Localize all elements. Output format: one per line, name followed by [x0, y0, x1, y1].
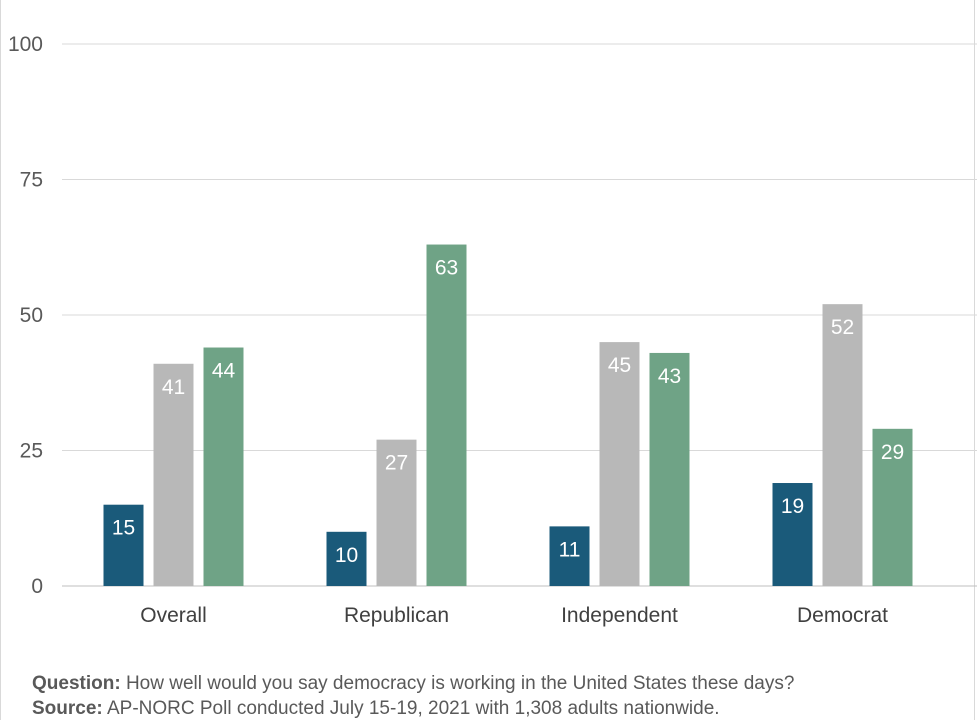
bar: [549, 526, 590, 586]
data-label: 10: [335, 544, 358, 567]
y-axis: 0 25 50 75 100: [8, 33, 43, 598]
bar: [599, 342, 640, 586]
bar: [822, 304, 863, 586]
source-note: Source: AP-NORC Poll conducted July 15-1…: [32, 697, 720, 721]
data-label: 19: [781, 495, 804, 518]
source-label: Source:: [32, 698, 103, 719]
bar: [203, 347, 244, 586]
y-tick-label: 25: [20, 440, 43, 463]
bar: [649, 352, 690, 586]
y-tick-label: 50: [20, 304, 43, 327]
bar: [153, 363, 194, 586]
data-label: 41: [162, 376, 185, 399]
bar-chart: 0 25 50 75 100 15 41 44 10 27 63 11 45 43 19 52 29 Over…: [8, 33, 977, 627]
y-tick-label: 100: [8, 33, 43, 56]
bar: [326, 531, 367, 586]
x-axis: Overall Republican Independent Democrat: [140, 604, 888, 627]
data-label: 27: [385, 452, 408, 475]
y-tick-label: 0: [31, 575, 43, 598]
data-label: 15: [112, 517, 135, 540]
data-label: 11: [559, 538, 581, 561]
data-label: 52: [831, 316, 854, 339]
bars: 15 41 44 10 27 63 11 45 43 19 52 29: [103, 244, 913, 587]
bar: [376, 439, 417, 586]
category-label: Overall: [140, 604, 207, 627]
bar: [772, 483, 813, 586]
data-label: 29: [881, 441, 904, 464]
question-label: Question:: [32, 673, 121, 694]
data-label: 63: [435, 257, 458, 280]
data-label: 43: [658, 365, 681, 388]
bar: [103, 504, 144, 586]
category-label: Republican: [344, 604, 449, 627]
y-tick-label: 75: [20, 169, 43, 192]
category-label: Democrat: [797, 604, 888, 627]
question-text: How well would you say democracy is work…: [125, 673, 795, 694]
category-label: Independent: [561, 604, 678, 627]
source-text: AP-NORC Poll conducted July 15-19, 2021 …: [106, 698, 720, 719]
bar: [872, 428, 913, 586]
data-label: 45: [608, 354, 631, 377]
data-label: 44: [212, 360, 236, 383]
question-note: Question: How well would you say democra…: [32, 672, 794, 696]
bar: [426, 244, 467, 587]
